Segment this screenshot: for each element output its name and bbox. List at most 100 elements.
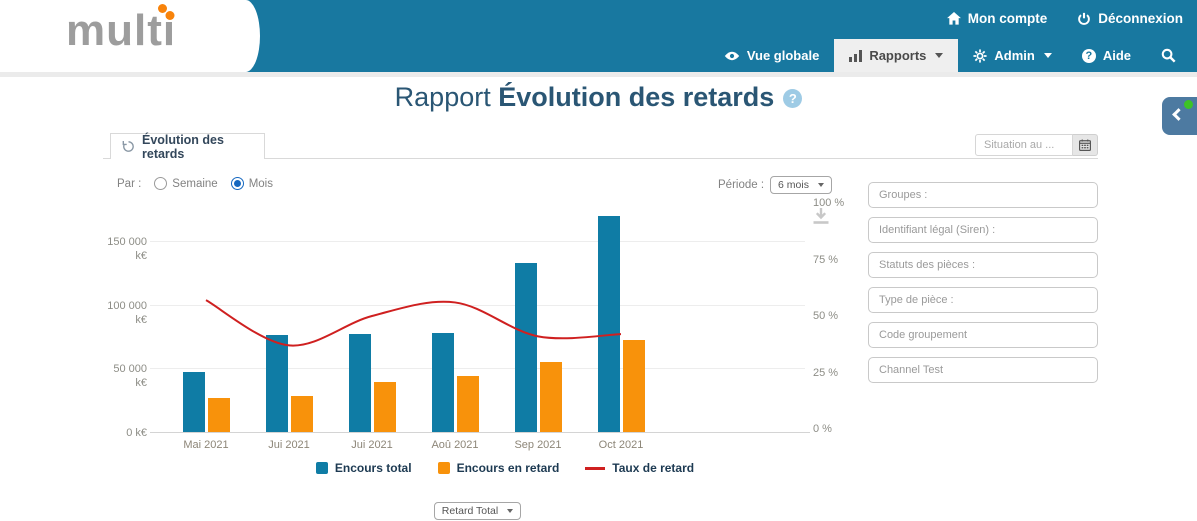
history-icon bbox=[122, 140, 135, 153]
nav-mon-compte[interactable]: Mon compte bbox=[946, 11, 1047, 26]
calendar-button[interactable] bbox=[1073, 134, 1098, 156]
tab-evolution-des-retards[interactable]: Évolution des retards bbox=[110, 133, 265, 161]
filter-panel: Groupes : Identifiant légal (Siren) : St… bbox=[868, 182, 1098, 392]
download-icon[interactable] bbox=[810, 207, 832, 226]
situation-date-group bbox=[975, 134, 1098, 156]
radio-mois-circle[interactable] bbox=[230, 177, 244, 190]
periode-select[interactable]: 6 mois bbox=[770, 176, 832, 194]
header-divider bbox=[0, 72, 1197, 77]
group-by-label: Par : bbox=[117, 177, 142, 190]
bottom-select-row: Retard Total bbox=[150, 501, 805, 520]
retard-metric-select[interactable]: Retard Total bbox=[433, 502, 522, 520]
y-axis-right-tick: 0 % bbox=[813, 423, 832, 435]
x-axis-tick: Jui 2021 bbox=[351, 439, 393, 451]
legend-encours-en-retard[interactable]: Encours en retard bbox=[437, 461, 559, 475]
green-status-dot bbox=[1184, 100, 1193, 109]
filter-groupes[interactable]: Groupes : bbox=[868, 182, 1098, 208]
x-axis-tick: Oct 2021 bbox=[598, 439, 644, 451]
legend-line-taux bbox=[585, 466, 606, 470]
chevron-down-icon bbox=[817, 183, 824, 187]
logo-orange-dot bbox=[165, 11, 174, 20]
x-axis-tick: Jui 2021 bbox=[268, 439, 310, 451]
y-axis-left-tick: 50 000 k€ bbox=[113, 363, 147, 390]
bar-total-2[interactable] bbox=[349, 333, 371, 432]
logo-text: mul bbox=[66, 6, 148, 55]
page-title: Rapport Évolution des retards? bbox=[0, 82, 1197, 113]
y-axis-right-tick: 50 % bbox=[813, 310, 839, 322]
filter-channel-test[interactable]: Channel Test bbox=[868, 357, 1098, 383]
situation-date-input[interactable] bbox=[975, 134, 1073, 156]
nav-rapports[interactable]: Rapports bbox=[834, 39, 959, 72]
collapse-panel-toggle[interactable] bbox=[1162, 97, 1197, 135]
legend-encours-total[interactable]: Encours total bbox=[315, 461, 412, 475]
logo-orange-dot bbox=[157, 4, 167, 13]
bar-chart-icon bbox=[849, 49, 863, 62]
bar-retard-4[interactable] bbox=[540, 361, 562, 432]
y-axis-right-tick: 25 % bbox=[813, 366, 839, 379]
filter-identifiant-legal[interactable]: Identifiant légal (Siren) : bbox=[868, 217, 1098, 243]
nav-vue-globale[interactable]: Vue globale bbox=[709, 39, 834, 72]
group-by-row: Par : Semaine Mois bbox=[117, 177, 273, 190]
x-axis-tick: Aoû 2021 bbox=[431, 439, 479, 451]
bar-retard-2[interactable] bbox=[374, 382, 396, 432]
nav-aide[interactable]: ? Aide bbox=[1067, 39, 1146, 72]
filter-statuts-pieces[interactable]: Statuts des pièces : bbox=[868, 252, 1098, 278]
tabbar-divider bbox=[103, 158, 1098, 159]
bar-total-1[interactable] bbox=[266, 335, 288, 432]
nav-search[interactable] bbox=[1146, 39, 1191, 72]
help-icon: ? bbox=[1081, 48, 1096, 63]
chevron-down-icon bbox=[507, 509, 514, 513]
y-axis-left-tick: 100 000 k€ bbox=[107, 299, 147, 326]
gridline bbox=[150, 241, 805, 242]
gear-icon bbox=[973, 48, 987, 63]
legend-swatch-retard bbox=[437, 462, 450, 474]
logo-background bbox=[0, 0, 260, 72]
periode-label: Période : bbox=[718, 179, 765, 191]
y-axis-left-tick: 0 k€ bbox=[126, 427, 147, 439]
title-help-icon[interactable]: ? bbox=[783, 89, 803, 108]
chevron-down-icon bbox=[935, 53, 944, 58]
power-icon bbox=[1077, 12, 1091, 26]
eye-icon bbox=[724, 51, 740, 61]
radio-semaine-circle[interactable] bbox=[154, 177, 168, 190]
chevron-down-icon bbox=[1043, 53, 1052, 58]
nav-top-row: Mon compte Déconnexion bbox=[946, 11, 1183, 26]
bar-total-5[interactable] bbox=[598, 215, 620, 432]
legend-taux-de-retard[interactable]: Taux de retard bbox=[585, 461, 694, 475]
gridline bbox=[150, 304, 805, 306]
nav-deconnexion[interactable]: Déconnexion bbox=[1077, 11, 1183, 26]
filter-code-groupement[interactable]: Code groupement bbox=[868, 322, 1098, 348]
bar-retard-1[interactable] bbox=[291, 396, 313, 432]
search-icon bbox=[1161, 48, 1176, 63]
nav-main-row: Vue globale Rapports Admin ? Aide bbox=[709, 39, 1191, 72]
x-axis-tick: Sep 2021 bbox=[514, 439, 562, 451]
navbar: mult i Mon compte Déconnexion Vue globale… bbox=[0, 0, 1197, 72]
bar-total-4[interactable] bbox=[515, 262, 537, 432]
chart-legend: Encours total Encours en retard Taux de … bbox=[170, 461, 840, 475]
y-axis-left-tick: 150 000 k€ bbox=[107, 236, 147, 262]
y-axis-right-tick: 75 % bbox=[813, 253, 839, 266]
bar-total-0[interactable] bbox=[183, 372, 205, 432]
gridline bbox=[150, 432, 810, 433]
filter-type-piece[interactable]: Type de pièce : bbox=[868, 287, 1098, 313]
x-axis-tick: Mai 2021 bbox=[183, 439, 229, 451]
periode-row: Période : 6 mois bbox=[718, 176, 832, 194]
bar-retard-3[interactable] bbox=[457, 375, 479, 432]
plot-area bbox=[150, 197, 810, 433]
nav-admin[interactable]: Admin bbox=[958, 39, 1066, 72]
bar-retard-5[interactable] bbox=[623, 340, 645, 432]
home-icon bbox=[946, 12, 961, 25]
legend-swatch-total bbox=[315, 462, 328, 474]
brand-logo[interactable]: mult i bbox=[66, 4, 176, 56]
y-axis-right-tick: 100 % bbox=[813, 197, 845, 209]
calendar-icon bbox=[1079, 139, 1091, 151]
radio-semaine[interactable]: Semaine bbox=[154, 177, 218, 190]
taux-de-retard-line[interactable] bbox=[150, 197, 805, 433]
chart-area: 0 k€ 50 000 k€ 100 000 k€ 150 000 k€ 0 % 25 %… bbox=[103, 195, 848, 465]
logo-text-t: t bbox=[147, 6, 163, 55]
bar-retard-0[interactable] bbox=[208, 397, 230, 432]
radio-mois[interactable]: Mois bbox=[230, 177, 273, 190]
chevron-left-icon bbox=[1172, 108, 1185, 121]
bar-total-3[interactable] bbox=[432, 332, 454, 432]
